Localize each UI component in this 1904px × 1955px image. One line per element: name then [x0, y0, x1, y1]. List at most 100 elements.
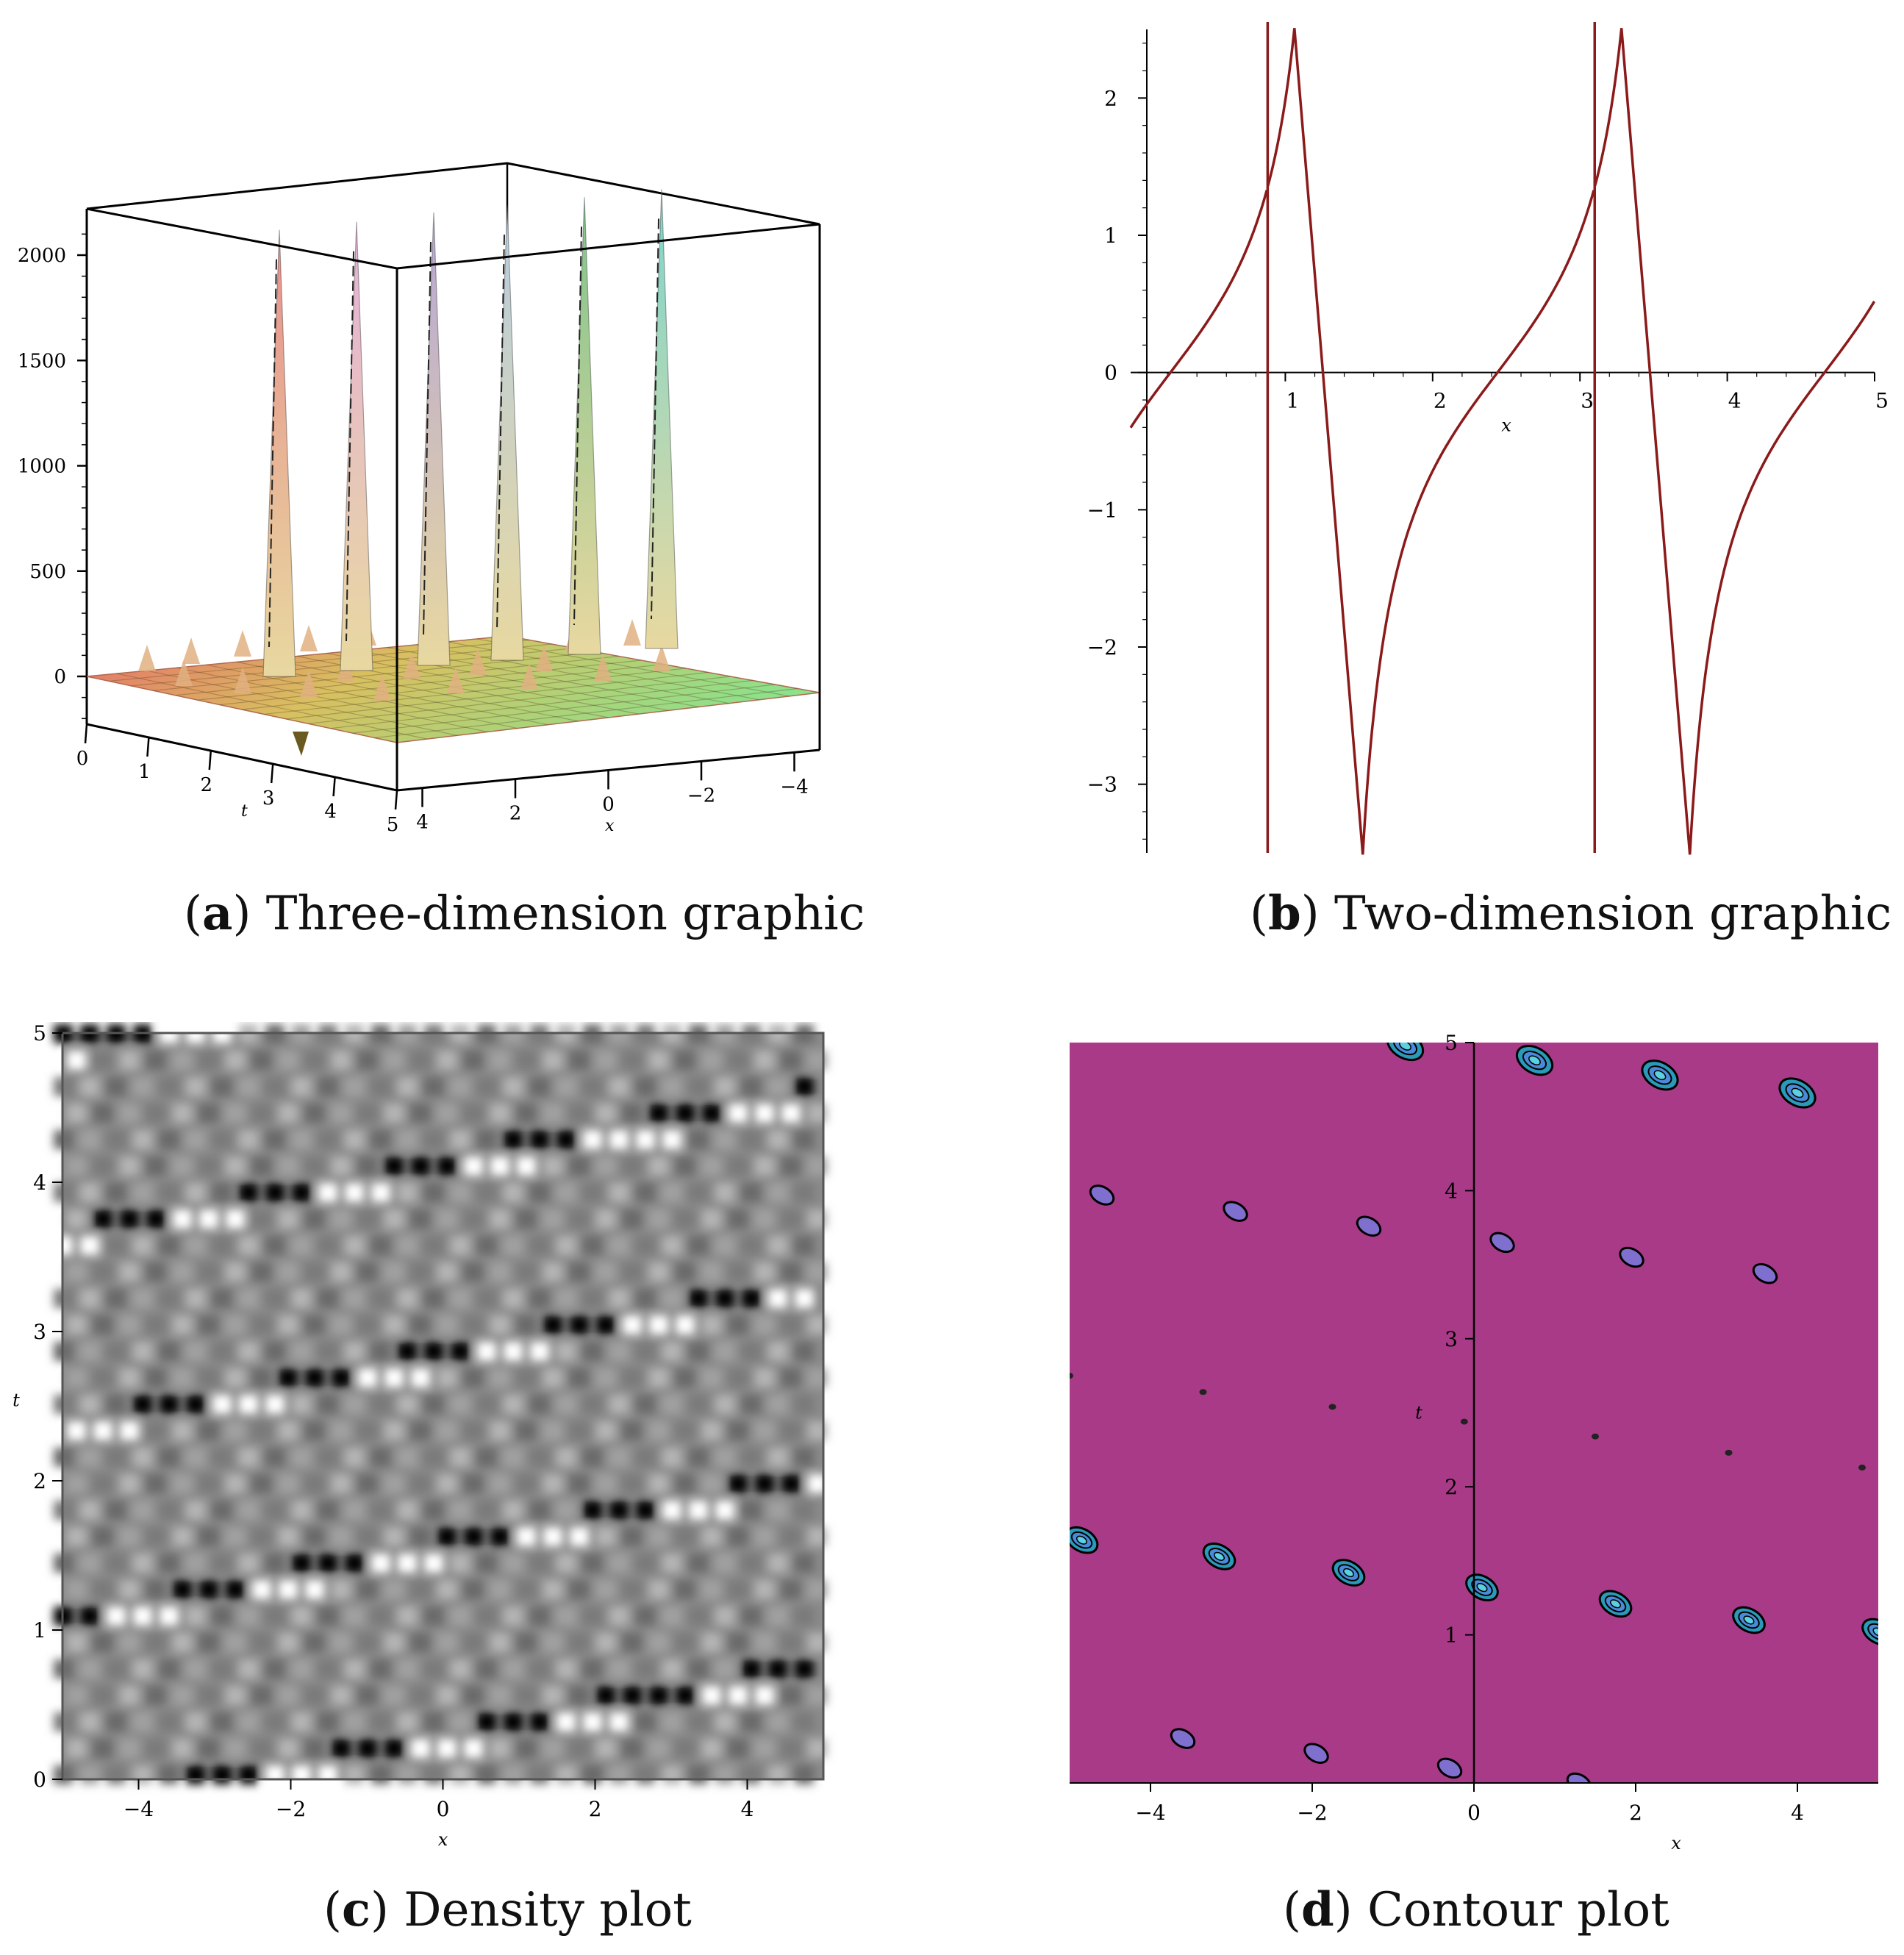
- density-cell: [715, 1554, 734, 1573]
- density-cell: [133, 1342, 152, 1361]
- density-cell: [490, 1315, 509, 1334]
- density-cell: [318, 1077, 337, 1096]
- density-cell: [80, 1077, 99, 1096]
- x-tick-label: 0: [437, 1797, 450, 1821]
- density-cell: [596, 1686, 615, 1705]
- y-tick-label: 3: [33, 1320, 46, 1344]
- density-cell: [689, 1659, 708, 1679]
- density-cell: [252, 1527, 271, 1546]
- floor-grid-line: [308, 676, 731, 724]
- panel-c-density-chart: −4 −2 0 2 4 x 0 1 2 3 4 5 t: [12, 1022, 827, 1850]
- density-cell: [437, 1421, 457, 1440]
- contour-blob: [1089, 1184, 1115, 1206]
- density-cell: [424, 1289, 443, 1308]
- density-cell: [186, 1712, 205, 1731]
- density-cell: [570, 1686, 589, 1705]
- floor-grid-line: [264, 668, 686, 715]
- density-cell: [292, 1659, 311, 1679]
- density-cell: [543, 1739, 562, 1758]
- density-cell: [768, 1130, 787, 1149]
- density-cell: [120, 1104, 139, 1123]
- contour-ring-outer: [1566, 1772, 1592, 1783]
- density-cell: [332, 1315, 351, 1334]
- density-cell: [715, 1765, 734, 1784]
- density-cell: [199, 1527, 218, 1546]
- density-cell: [160, 1395, 179, 1414]
- box-top-front: [86, 207, 820, 270]
- density-cell: [676, 1262, 695, 1282]
- density-cell: [226, 1686, 245, 1705]
- density-cell: [689, 1554, 708, 1573]
- density-cell: [332, 1209, 351, 1229]
- contour-ring-outer: [1436, 1757, 1463, 1779]
- t-tick-label: 2: [201, 774, 213, 796]
- density-cell: [504, 1659, 523, 1679]
- density-cell: [570, 1157, 589, 1176]
- density-cell: [226, 1157, 245, 1176]
- density-cell: [411, 1262, 430, 1282]
- density-cell: [160, 1659, 179, 1679]
- density-cell: [451, 1659, 470, 1679]
- density-cell: [411, 1104, 430, 1123]
- density-cell: [543, 1051, 562, 1070]
- contour-ring-outer: [1489, 1232, 1515, 1254]
- density-cell: [212, 1395, 232, 1414]
- density-cell: [768, 1606, 787, 1626]
- density-cell: [543, 1315, 562, 1334]
- density-cell: [398, 1130, 417, 1149]
- density-cell: [729, 1157, 748, 1176]
- density-cell: [345, 1236, 364, 1255]
- panel-b-line-chart: 2 1 0 −1 −2 −3 1 2 3 4 5 x: [1087, 22, 1889, 855]
- density-cell: [239, 1659, 258, 1679]
- contour-ring-inner: [1476, 1583, 1488, 1593]
- x-tick-label: 5: [1875, 389, 1889, 413]
- density-cell: [530, 1342, 549, 1361]
- density-cell: [742, 1712, 761, 1731]
- x-tick-label: −4: [780, 776, 808, 798]
- density-cell: [570, 1262, 589, 1282]
- density-cell: [649, 1580, 668, 1599]
- contour-blob: [1489, 1232, 1515, 1254]
- density-cell: [530, 1130, 549, 1149]
- contour-blob: [1619, 1246, 1644, 1268]
- density-cell: [173, 1580, 192, 1599]
- density-cell: [437, 1527, 457, 1546]
- density-cell: [755, 1262, 774, 1282]
- density-cell: [490, 1104, 509, 1123]
- density-cell: [662, 1183, 681, 1202]
- density-cell: [490, 1739, 509, 1758]
- density-cell: [543, 1104, 562, 1123]
- density-cell: [199, 1474, 218, 1493]
- density-cell: [239, 1289, 258, 1308]
- density-cell: [212, 1236, 232, 1255]
- density-cell: [649, 1157, 668, 1176]
- density-cell: [67, 1104, 86, 1123]
- contour-blob: [1223, 1201, 1248, 1222]
- density-cell: [252, 1209, 271, 1229]
- density-cell: [318, 1554, 337, 1573]
- density-cell: [398, 1342, 417, 1361]
- density-cell: [742, 1501, 761, 1520]
- density-cell: [226, 1262, 245, 1282]
- density-cell: [662, 1712, 681, 1731]
- density-cell: [477, 1236, 496, 1255]
- y-tick-label: 5: [1445, 1031, 1458, 1055]
- density-cell: [583, 1395, 602, 1414]
- density-cell: [186, 1289, 205, 1308]
- peak-dashed-edge: [573, 226, 582, 626]
- floor-grid-line: [176, 667, 488, 733]
- density-cell: [212, 1554, 232, 1573]
- density-cell: [649, 1474, 668, 1493]
- density-cell: [543, 1580, 562, 1599]
- density-cell: [107, 1342, 126, 1361]
- contour-features: [1070, 1043, 1878, 1783]
- density-cell: [265, 1712, 284, 1731]
- density-cell: [583, 1342, 602, 1361]
- z-tick-label: 1500: [18, 350, 66, 372]
- density-cell: [332, 1474, 351, 1493]
- density-cell: [768, 1342, 787, 1361]
- density-cell: [279, 1262, 298, 1282]
- density-cell: [292, 1130, 311, 1149]
- density-cell: [226, 1580, 245, 1599]
- density-cell: [305, 1421, 324, 1440]
